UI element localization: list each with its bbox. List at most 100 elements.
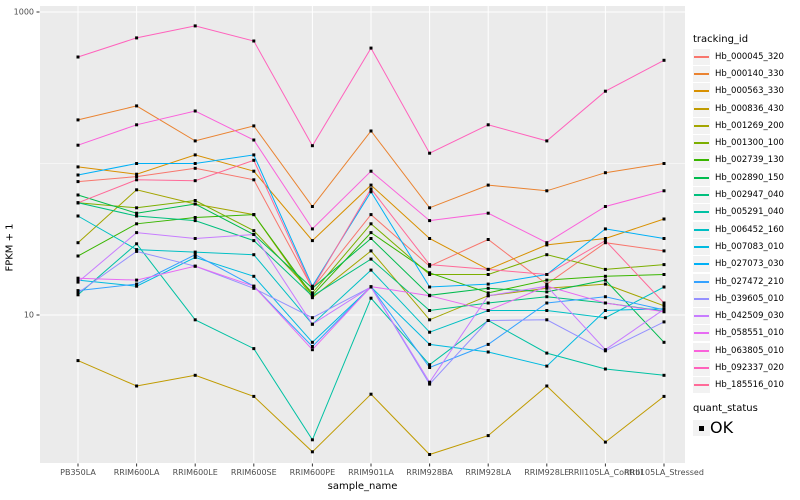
legend-entry-Hb_002739_130: Hb_002739_130 bbox=[693, 152, 784, 169]
data-point bbox=[310, 450, 314, 454]
data-point bbox=[252, 158, 256, 162]
legend-key bbox=[693, 359, 710, 376]
data-point bbox=[135, 284, 139, 288]
data-point bbox=[135, 211, 139, 215]
data-point bbox=[193, 24, 197, 28]
legend-line-icon bbox=[694, 211, 709, 214]
y-axis-title: FPKM + 1 bbox=[4, 223, 16, 272]
legend-entry-label: Hb_005291_040 bbox=[715, 207, 784, 218]
legend-entry-label: Hb_027472_210 bbox=[715, 276, 784, 287]
legend-key bbox=[693, 65, 710, 82]
data-point bbox=[428, 271, 432, 275]
data-point bbox=[369, 296, 373, 300]
data-point bbox=[252, 253, 256, 257]
legend-entry-label: OK bbox=[710, 418, 734, 437]
data-point bbox=[76, 165, 80, 169]
data-point bbox=[135, 282, 139, 286]
data-point bbox=[193, 237, 197, 240]
data-point bbox=[76, 55, 80, 59]
legend-entry-label: Hb_002947_040 bbox=[715, 190, 784, 201]
data-point bbox=[193, 166, 197, 170]
data-point bbox=[193, 162, 197, 165]
data-point bbox=[662, 320, 666, 324]
legend-key bbox=[693, 83, 710, 100]
data-point bbox=[135, 175, 139, 179]
legend-line-icon bbox=[694, 159, 709, 162]
legend-key bbox=[693, 204, 710, 221]
legend-entries: Hb_000045_320 Hb_000140_330 Hb_000563_330 H… bbox=[693, 48, 784, 394]
data-point bbox=[428, 318, 432, 322]
legend-line-icon bbox=[694, 194, 709, 197]
legend-entry-Hb_000563_330: Hb_000563_330 bbox=[693, 83, 784, 100]
legend-entry-Hb_027472_210: Hb_027472_210 bbox=[693, 273, 784, 290]
data-point bbox=[252, 347, 256, 351]
data-point bbox=[76, 143, 80, 147]
data-point bbox=[310, 144, 314, 148]
data-point bbox=[545, 278, 549, 282]
legend-entry-label: Hb_000140_330 bbox=[715, 68, 784, 79]
data-point bbox=[603, 301, 607, 305]
legend-entry-label: Hb_000563_330 bbox=[715, 86, 784, 97]
data-point bbox=[135, 249, 139, 253]
legend-key bbox=[693, 117, 710, 134]
data-point bbox=[662, 273, 666, 276]
data-point bbox=[310, 345, 314, 348]
data-point bbox=[76, 193, 80, 197]
data-point bbox=[486, 267, 490, 271]
data-point bbox=[545, 301, 549, 305]
data-point bbox=[545, 253, 549, 257]
data-point bbox=[76, 278, 80, 282]
data-point bbox=[252, 153, 256, 157]
data-point bbox=[662, 310, 666, 314]
data-point bbox=[428, 151, 432, 155]
data-point bbox=[193, 255, 197, 259]
legend-entry-Hb_042509_030: Hb_042509_030 bbox=[693, 307, 784, 325]
data-point bbox=[193, 153, 197, 157]
data-point bbox=[252, 39, 256, 43]
legend-line-icon bbox=[694, 72, 709, 75]
x-tick-label: RRII105LA_Stressed bbox=[624, 468, 704, 477]
data-point bbox=[252, 124, 256, 128]
legend-line-icon bbox=[694, 332, 709, 335]
data-point bbox=[662, 237, 666, 240]
data-point bbox=[545, 139, 549, 143]
data-point bbox=[252, 138, 256, 142]
data-point bbox=[310, 284, 314, 288]
data-point bbox=[193, 216, 197, 219]
x-tick-label: RRIM928LE bbox=[524, 468, 569, 477]
data-point bbox=[662, 301, 666, 305]
legend-key bbox=[693, 100, 710, 117]
data-point bbox=[428, 237, 432, 240]
data-point bbox=[369, 183, 373, 187]
data-point bbox=[310, 205, 314, 208]
legend-key bbox=[693, 238, 710, 255]
legend-line-icon bbox=[694, 142, 709, 145]
x-axis-title: sample_name bbox=[327, 481, 398, 492]
legend-entry-label: Hb_039605_010 bbox=[715, 293, 784, 304]
data-point bbox=[310, 239, 314, 243]
legend-key bbox=[693, 187, 710, 204]
data-point bbox=[193, 250, 197, 254]
legend: tracking_id Hb_000045_320 Hb_000140_330 Hb… bbox=[692, 0, 800, 500]
data-point bbox=[662, 58, 666, 62]
legend-entry-label: Hb_000836_430 bbox=[715, 103, 784, 114]
legend-entry-label: Hb_006452_160 bbox=[715, 224, 784, 235]
data-point bbox=[193, 202, 197, 206]
legend-entry-Hb_007083_010: Hb_007083_010 bbox=[693, 238, 784, 255]
data-point bbox=[252, 233, 256, 236]
data-point bbox=[486, 342, 490, 346]
data-point bbox=[310, 294, 314, 298]
data-point bbox=[369, 249, 373, 253]
data-point bbox=[310, 438, 314, 442]
data-point bbox=[486, 286, 490, 290]
data-point bbox=[545, 384, 549, 388]
data-point bbox=[310, 286, 314, 290]
legend-entry-Hb_039605_010: Hb_039605_010 bbox=[693, 290, 784, 307]
data-point bbox=[603, 89, 607, 93]
data-point bbox=[135, 104, 139, 108]
legend-line-icon bbox=[694, 90, 709, 93]
data-point bbox=[603, 309, 607, 312]
data-point bbox=[603, 316, 607, 320]
x-tick-label: RRIM600LE bbox=[173, 468, 218, 477]
legend-line-icon bbox=[694, 245, 709, 248]
